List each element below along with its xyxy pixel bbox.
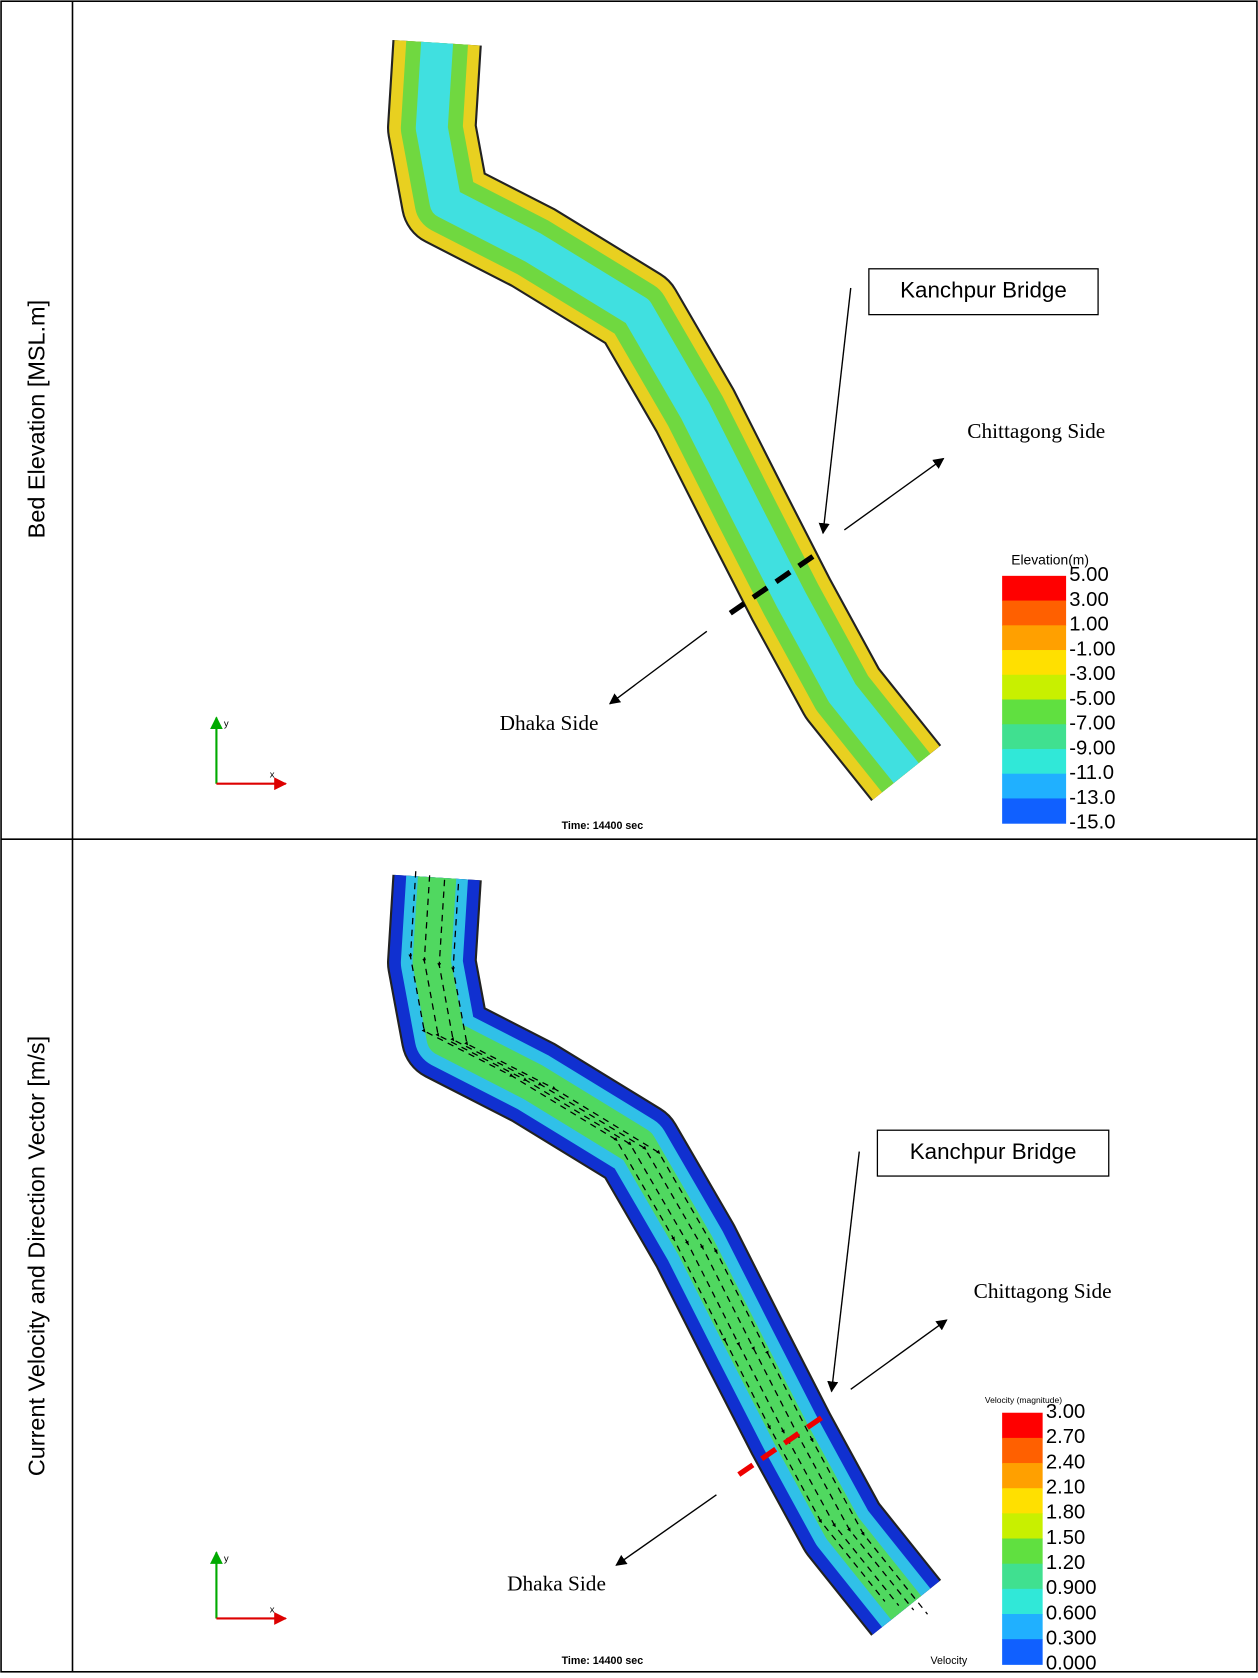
- legend-swatch: [1002, 1539, 1043, 1565]
- callout-arrow: [616, 1495, 716, 1565]
- axis-y-label: y: [224, 1553, 229, 1564]
- legend-swatch: [1002, 749, 1066, 774]
- legend-swatch: [1002, 700, 1066, 725]
- legend-swatch: [1002, 798, 1066, 823]
- legend-swatch: [1002, 774, 1066, 799]
- legend-label: 0.000: [1046, 1653, 1097, 1673]
- legend-label: -1.00: [1069, 638, 1115, 660]
- vector-label: Velocity: [930, 1655, 967, 1667]
- time-label: Time: 14400 sec: [562, 1655, 644, 1667]
- legend-swatch: [1002, 576, 1066, 601]
- west-side-label: Dhaka Side: [500, 711, 599, 735]
- axis-x-label: x: [270, 770, 275, 781]
- callout-arrow: [844, 459, 943, 530]
- east-side-label: Chittagong Side: [974, 1279, 1112, 1303]
- legend-swatch: [1002, 675, 1066, 700]
- legend-label: 1.20: [1046, 1552, 1085, 1574]
- time-label: Time: 14400 sec: [562, 820, 644, 832]
- legend-label: 1.00: [1069, 614, 1108, 636]
- legend-label: 3.00: [1046, 1401, 1085, 1423]
- legend-swatch: [1002, 1413, 1043, 1439]
- legend-swatch: [1002, 1513, 1043, 1539]
- legend-label: 0.300: [1046, 1628, 1097, 1650]
- legend-label: -9.00: [1069, 737, 1115, 759]
- callout-arrow: [823, 288, 851, 533]
- legend-swatch: [1002, 625, 1066, 650]
- legend-swatch: [1002, 1589, 1043, 1615]
- legend-swatch: [1002, 1463, 1043, 1489]
- axis-x-label: x: [270, 1604, 275, 1615]
- legend-swatch: [1002, 1438, 1043, 1464]
- legend-swatch: [1002, 1614, 1043, 1640]
- legend-swatch: [1002, 1564, 1043, 1590]
- legend-label: 1.80: [1046, 1502, 1085, 1524]
- legend-swatch: [1002, 724, 1066, 749]
- figure: Bed Elevation [MSL.m] Kanchpur Bridge Chit…: [0, 0, 1258, 1673]
- legend-label: -15.0: [1069, 812, 1115, 834]
- legend-label: 1.50: [1046, 1527, 1085, 1549]
- legend-label: -3.00: [1069, 663, 1115, 685]
- legend-label: 2.40: [1046, 1451, 1085, 1473]
- callout-arrow: [851, 1320, 947, 1389]
- legend-swatch: [1002, 1639, 1043, 1665]
- legend-label: -5.00: [1069, 688, 1115, 710]
- legend-swatch: [1002, 650, 1066, 675]
- legend-label: 3.00: [1069, 589, 1108, 611]
- west-side-label: Dhaka Side: [507, 1571, 606, 1595]
- legend-label: 5.00: [1069, 564, 1108, 586]
- legend-swatch: [1002, 601, 1066, 626]
- legend-label: 0.900: [1046, 1577, 1097, 1599]
- row-label: Current Velocity and Direction Vector [m…: [24, 1036, 50, 1476]
- bridge-label: Kanchpur Bridge: [910, 1139, 1077, 1164]
- row-label: Bed Elevation [MSL.m]: [24, 300, 50, 538]
- bridge-label: Kanchpur Bridge: [900, 278, 1067, 303]
- axis-y-label: y: [224, 719, 229, 730]
- legend-label: -7.00: [1069, 713, 1115, 735]
- east-side-label: Chittagong Side: [967, 419, 1105, 443]
- legend-label: -11.0: [1069, 762, 1114, 784]
- legend-label: 2.70: [1046, 1426, 1085, 1448]
- callout-arrow: [610, 631, 707, 703]
- legend-swatch: [1002, 1488, 1043, 1514]
- legend-label: 0.600: [1046, 1602, 1097, 1624]
- legend-label: -13.0: [1069, 787, 1115, 809]
- legend-label: 2.10: [1046, 1477, 1085, 1499]
- callout-arrow: [832, 1152, 860, 1392]
